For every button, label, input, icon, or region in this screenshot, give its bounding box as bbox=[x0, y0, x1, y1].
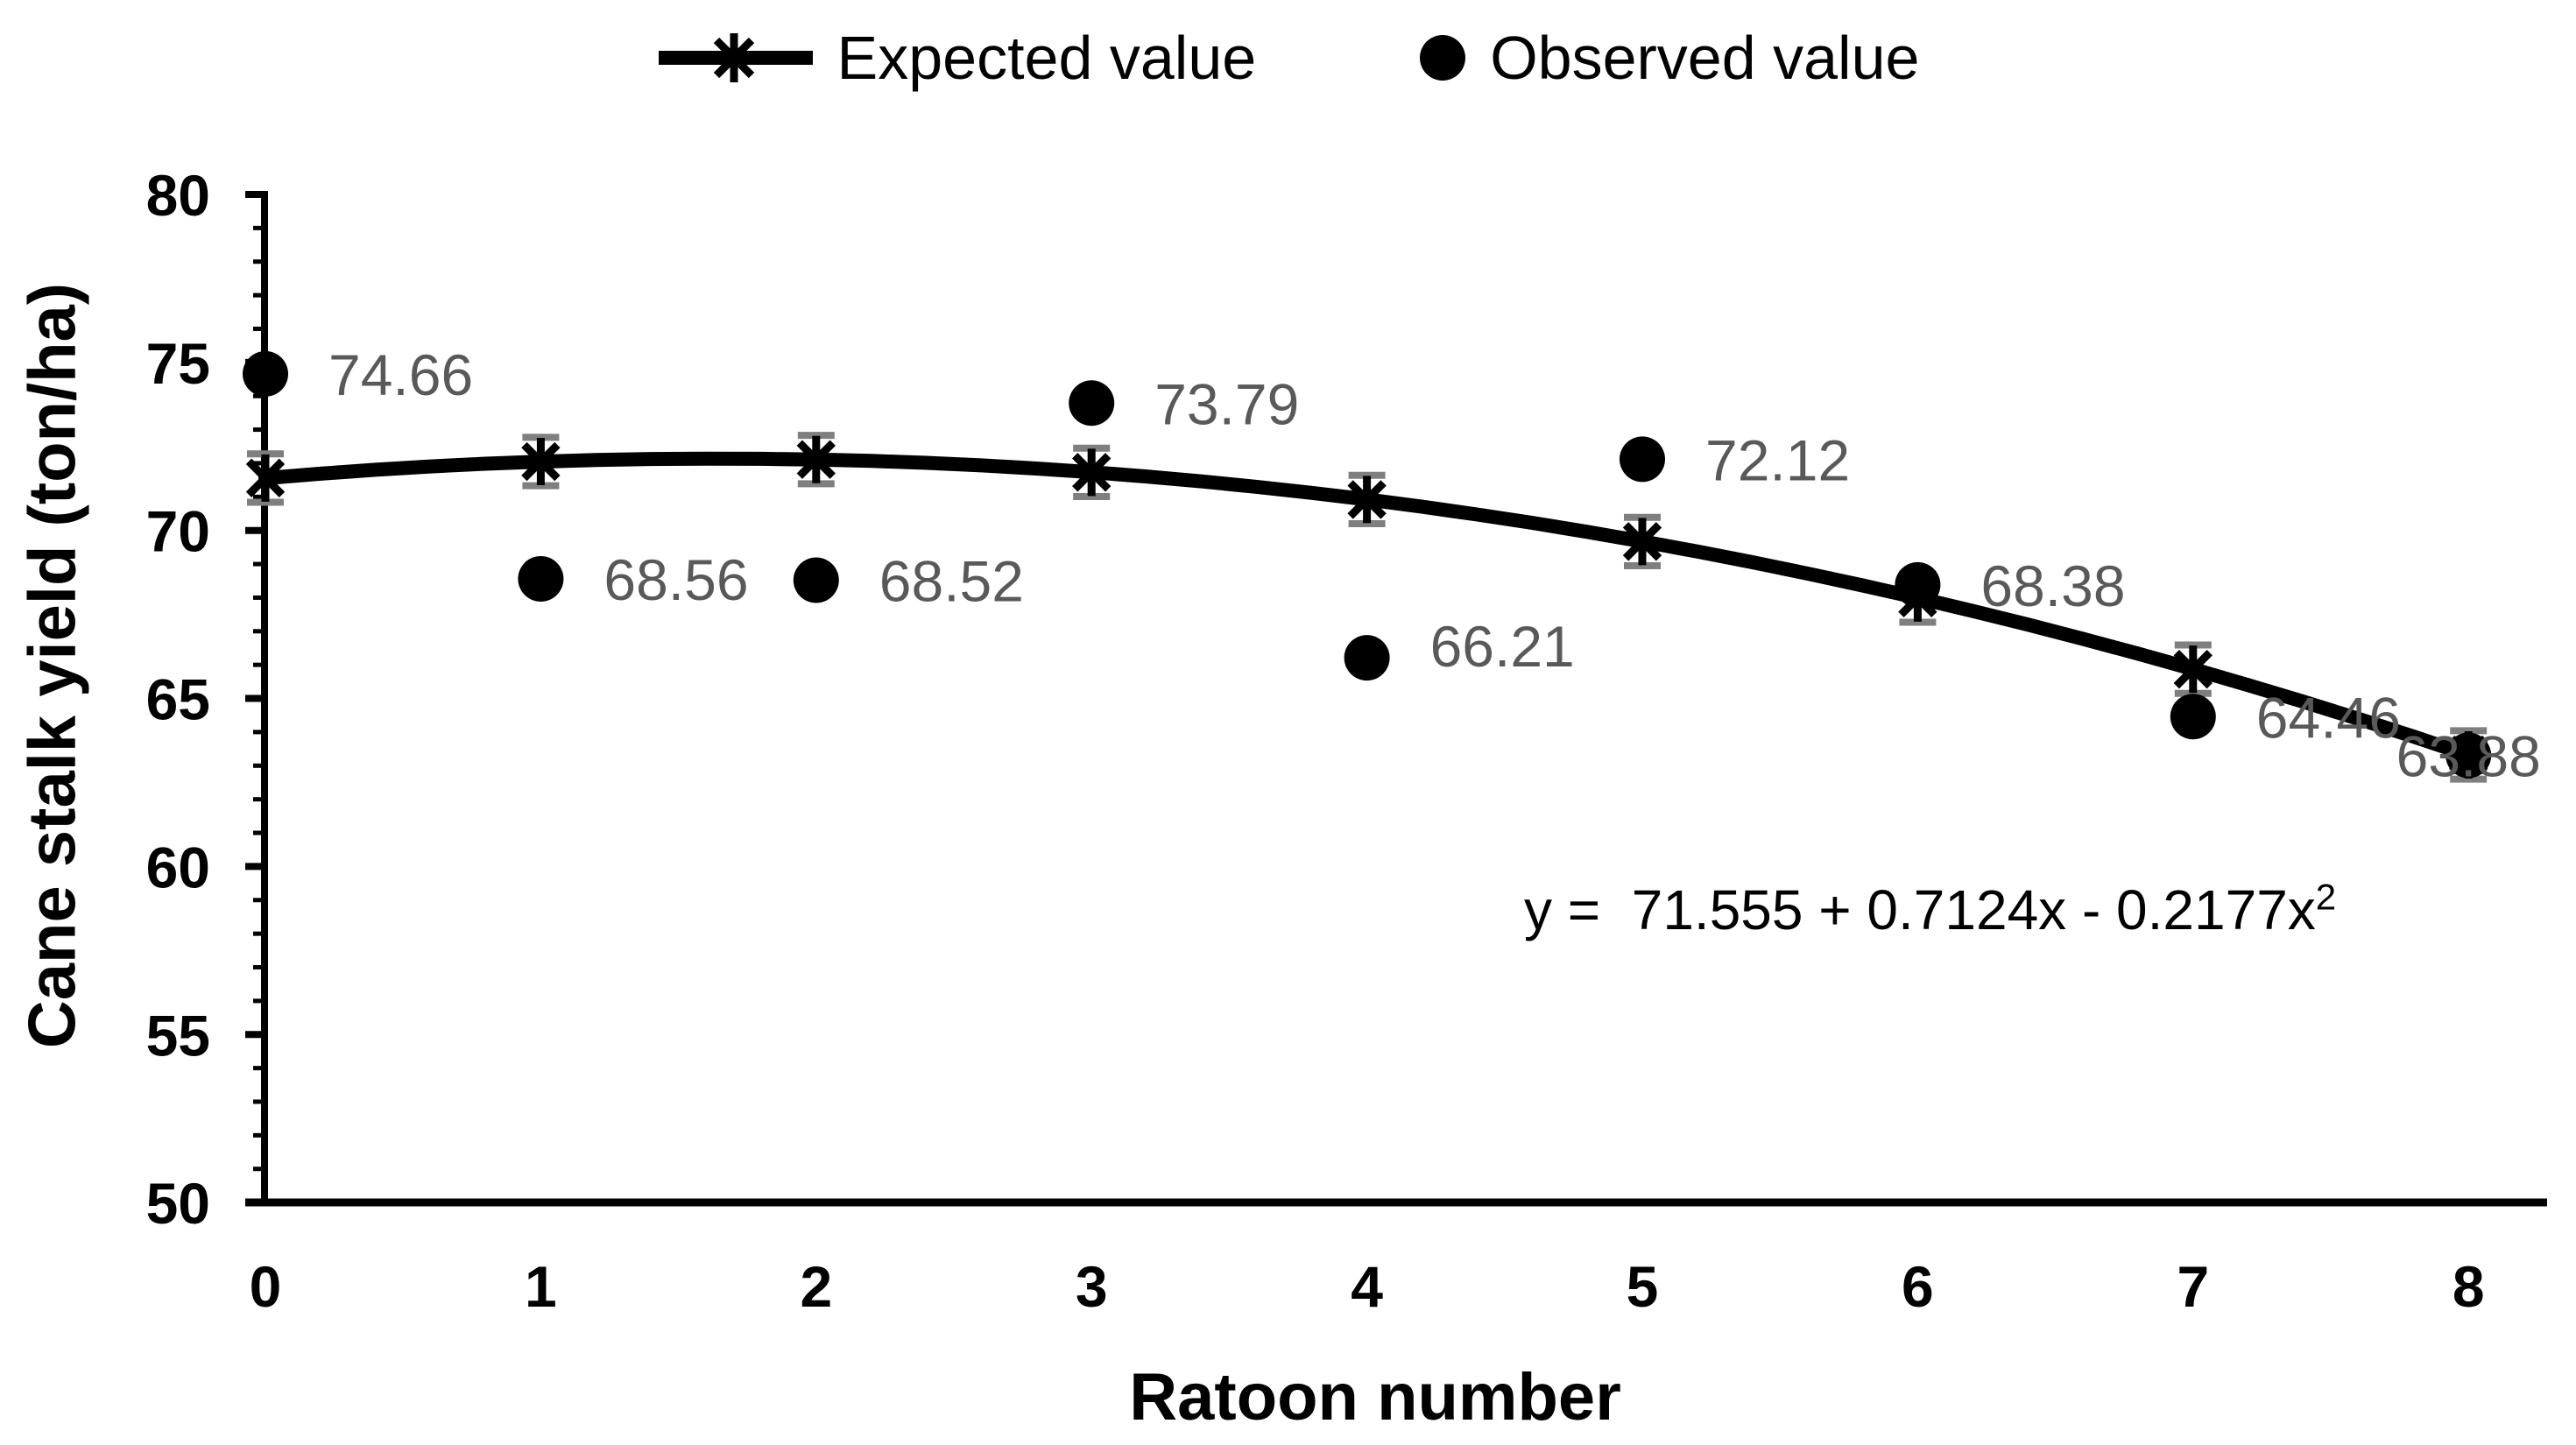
data-label: 68.38 bbox=[1980, 553, 2125, 618]
observed-value-dot[interactable] bbox=[2170, 694, 2216, 740]
legend-label-observed: Observed value bbox=[1490, 24, 1920, 92]
asterisk-stroke bbox=[1622, 522, 1662, 561]
expected-value-marker[interactable] bbox=[245, 454, 286, 502]
x-axis-tick-label: 6 bbox=[1902, 1254, 1934, 1319]
expected-value-marker[interactable] bbox=[796, 435, 836, 483]
legend-item-expected[interactable]: Expected value bbox=[657, 24, 1257, 92]
x-axis-tick-label: 5 bbox=[1627, 1254, 1659, 1319]
asterisk-stroke bbox=[2173, 649, 2213, 689]
observed-value-dot[interactable] bbox=[2445, 732, 2492, 779]
data-label: 66.21 bbox=[1430, 614, 1575, 679]
x-axis-tick-label: 0 bbox=[250, 1254, 282, 1319]
line-asterisk-icon bbox=[658, 33, 813, 82]
expected-value-marker[interactable] bbox=[521, 438, 561, 486]
observed-value-dot[interactable] bbox=[1344, 635, 1390, 681]
legend-label-expected: Expected value bbox=[836, 24, 1257, 92]
legend: Expected value Observed value bbox=[0, 25, 2576, 91]
x-axis-tick-label: 3 bbox=[1076, 1254, 1108, 1319]
data-label: 68.52 bbox=[879, 548, 1024, 613]
x-axis-tick-label: 2 bbox=[800, 1254, 832, 1319]
data-label: 72.12 bbox=[1705, 427, 1850, 492]
observed-value-dot[interactable] bbox=[1620, 436, 1665, 483]
expected-value-marker[interactable] bbox=[1622, 518, 1662, 566]
asterisk-stroke bbox=[245, 458, 286, 498]
observed-value-dot[interactable] bbox=[793, 557, 839, 603]
observed-value-dot[interactable] bbox=[1895, 561, 1941, 608]
expected-value-marker[interactable] bbox=[2173, 645, 2213, 694]
x-axis-tick-label: 1 bbox=[525, 1254, 557, 1319]
x-axis-tick-label: 4 bbox=[1351, 1254, 1383, 1319]
data-label: 64.46 bbox=[2256, 685, 2401, 750]
observed-value-dot[interactable] bbox=[243, 350, 288, 397]
equation-exponent: 2 bbox=[2315, 876, 2337, 918]
data-label: 68.56 bbox=[603, 547, 748, 612]
y-axis-tick-label: 50 bbox=[146, 1171, 210, 1236]
y-axis-tick-label: 75 bbox=[146, 331, 210, 396]
asterisk-stroke bbox=[521, 441, 561, 482]
expected-value-marker[interactable] bbox=[1347, 476, 1387, 524]
observed-value-dot[interactable] bbox=[1069, 380, 1115, 426]
asterisk-stroke bbox=[1347, 480, 1387, 519]
y-axis-tick-label: 70 bbox=[146, 499, 210, 564]
expected-value-marker[interactable] bbox=[1072, 448, 1112, 497]
filled-circle-icon bbox=[1420, 35, 1466, 81]
x-axis-tick-label: 8 bbox=[2452, 1254, 2485, 1319]
equation-text: y = 71.555 + 0.7124x - 0.2177x bbox=[1524, 878, 2316, 941]
y-axis-tick-label: 65 bbox=[146, 667, 210, 732]
x-axis-tick-label: 7 bbox=[2177, 1254, 2209, 1319]
trendline-equation: y = 71.555 + 0.7124x - 0.2177x2 bbox=[1524, 878, 2336, 942]
data-label: 73.79 bbox=[1154, 371, 1299, 436]
observed-value-dot[interactable] bbox=[518, 555, 564, 602]
x-axis-title: Ratoon number bbox=[1129, 1360, 1621, 1434]
y-axis-tick-label: 60 bbox=[146, 835, 210, 899]
y-axis-title: Cane stalk yield (ton/ha) bbox=[15, 282, 90, 1049]
data-label: 63.88 bbox=[2396, 724, 2541, 789]
data-label: 74.66 bbox=[328, 342, 473, 407]
legend-item-observed[interactable]: Observed value bbox=[1418, 25, 1919, 91]
y-axis-tick-label: 55 bbox=[146, 1003, 210, 1068]
asterisk-stroke bbox=[1072, 453, 1112, 492]
y-axis-tick-label: 80 bbox=[146, 163, 210, 228]
asterisk-stroke bbox=[796, 440, 836, 479]
